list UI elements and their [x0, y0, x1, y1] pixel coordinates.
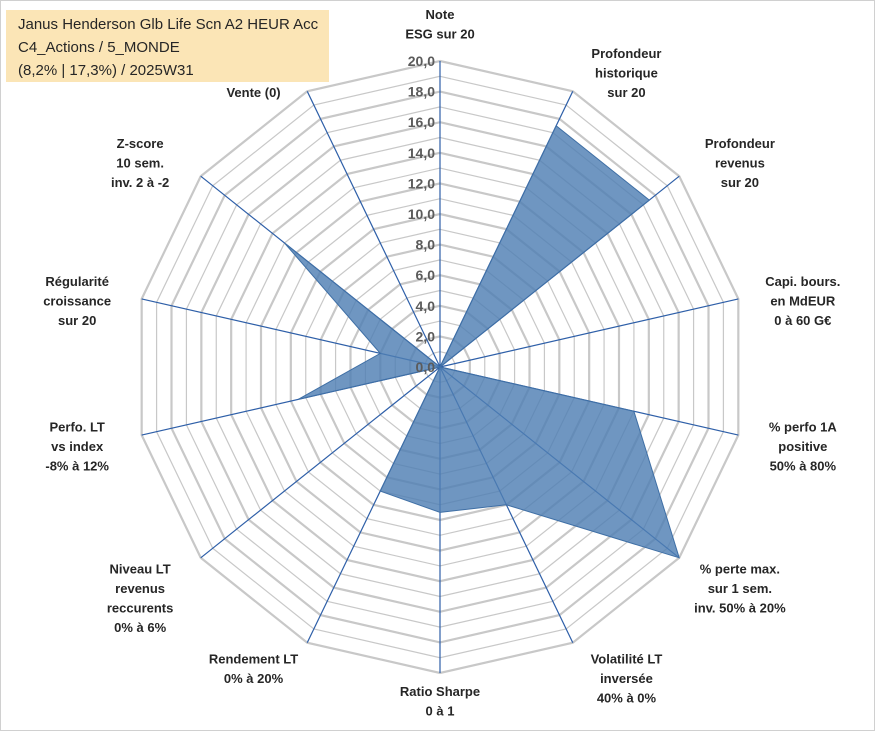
tick-label: 6,0 [416, 267, 436, 283]
axis-label: Rendement LT 0% à 20% [209, 652, 298, 687]
axis-label: Profondeur historique sur 20 [591, 46, 661, 100]
axis-label: Régularité croissance sur 20 [43, 274, 111, 328]
tick-label: 18,0 [408, 84, 435, 100]
radar-series-area [284, 125, 680, 559]
axis-label: Ratio Sharpe 0 à 1 [400, 684, 480, 719]
radar-tick-labels: 0,0 2,0 4,0 6,0 8,0 10,0 12,0 14,0 16,0 18,0 20,0 [408, 53, 435, 375]
fund-stats-title: (8,2% | 17,3%) / 2025W31 [18, 62, 194, 79]
axis-label: Capi. bours. en MdEUR 0 à 60 G€ [765, 274, 840, 328]
tick-label: 4,0 [416, 298, 436, 314]
axis-label: Z-score 10 sem. inv. 2 à -2 [111, 136, 169, 190]
fund-name-title: Janus Henderson Glb Life Scn A2 HEUR Acc [18, 16, 319, 33]
tick-label: 14,0 [408, 145, 435, 161]
axis-label: % perte max. sur 1 sem. inv. 50% à 20% [694, 561, 786, 615]
axis-label: Volatilité LT inversée 40% à 0% [591, 652, 663, 706]
tick-label: 10,0 [408, 206, 435, 222]
tick-label: 16,0 [408, 114, 435, 130]
axis-label: Niveau LT revenus reccurents 0% à 6% [107, 561, 173, 635]
tick-label: 0,0 [416, 359, 436, 375]
axis-label: Perfo. LT vs index -8% à 12% [45, 419, 109, 473]
axis-spoke [306, 91, 441, 368]
tick-label: 8,0 [416, 237, 436, 253]
axis-label: % perfo 1A positive 50% à 80% [769, 419, 838, 473]
chart-title-box: Janus Henderson Glb Life Scn A2 HEUR Acc… [6, 10, 329, 82]
axis-label: Note ESG sur 20 [405, 7, 474, 42]
tick-label: 20,0 [408, 53, 435, 69]
radar-axis-labels: Note ESG sur 20 Profondeur historique sur 20… [43, 7, 840, 719]
fund-category-title: C4_Actions / 5_MONDE [18, 39, 180, 56]
axis-spoke [200, 366, 441, 559]
tick-label: 2,0 [416, 328, 436, 344]
axis-label: Profondeur revenus sur 20 [705, 136, 775, 190]
tick-label: 12,0 [408, 175, 435, 191]
axis-spoke [439, 298, 739, 368]
